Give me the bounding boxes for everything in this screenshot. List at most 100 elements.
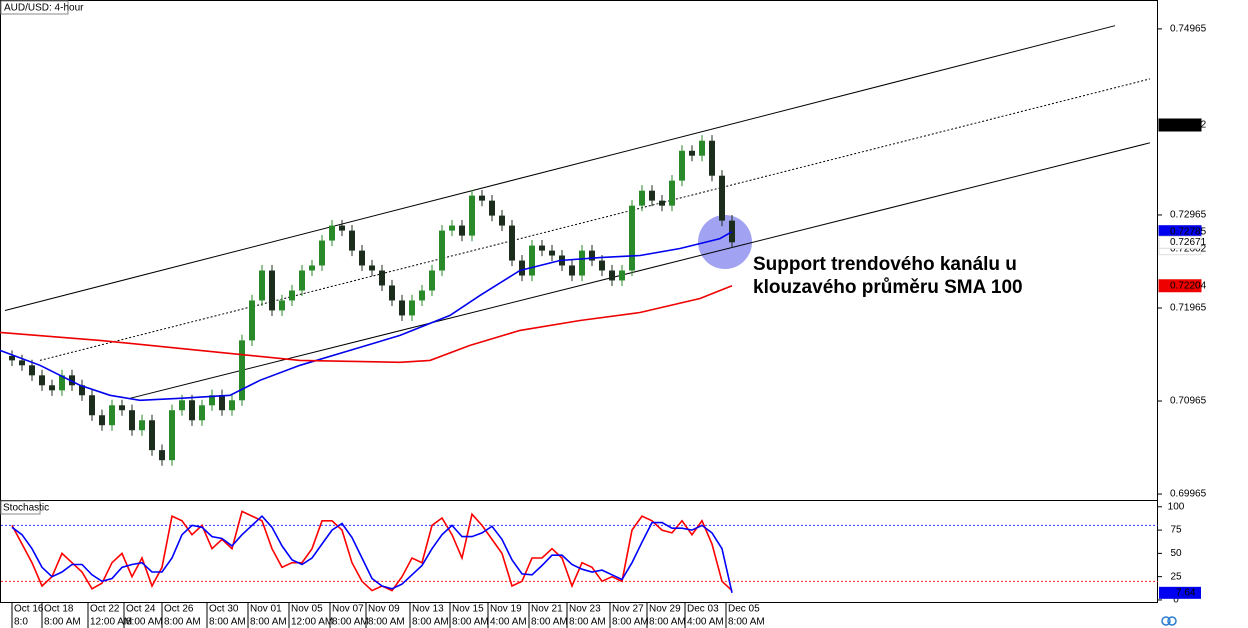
x-tick-time: 8:00 AM bbox=[452, 617, 489, 628]
stochastic-title-box bbox=[0, 500, 41, 515]
x-tick-label: Nov 23 bbox=[569, 604, 601, 615]
candle-body bbox=[309, 265, 315, 271]
x-tick-label: Oct 24 bbox=[126, 604, 156, 615]
x-tick-label: Oct 30 bbox=[209, 604, 239, 615]
y-tick-label: 0.71965 bbox=[1170, 303, 1207, 314]
channel-line bbox=[4, 25, 1116, 311]
candle-body bbox=[239, 340, 245, 401]
x-tick-time: 4:00 AM bbox=[687, 617, 724, 628]
candle-body bbox=[689, 150, 695, 156]
chart-title: AUD/USD: 4-hour bbox=[4, 3, 84, 14]
candle-body bbox=[519, 260, 525, 276]
candle-body bbox=[229, 400, 235, 411]
candle-body bbox=[479, 195, 485, 201]
logo bbox=[1161, 616, 1177, 626]
candle-body bbox=[579, 250, 585, 276]
candle-body bbox=[99, 415, 105, 426]
title-box bbox=[0, 0, 69, 15]
candle-body bbox=[509, 225, 515, 261]
candle-body bbox=[249, 300, 255, 341]
candle-body bbox=[219, 395, 225, 411]
x-tick-label: Nov 19 bbox=[490, 604, 522, 615]
candle-body bbox=[639, 190, 645, 206]
x-tick-time: 8:00 AM bbox=[612, 617, 649, 628]
candle-body bbox=[289, 290, 295, 301]
candle-body bbox=[699, 140, 705, 156]
x-tick-label: Dec 05 bbox=[728, 604, 760, 615]
candle-body bbox=[399, 300, 405, 316]
candle-body bbox=[459, 225, 465, 236]
x-tick-time: 8:00 AM bbox=[368, 617, 405, 628]
candle-body bbox=[539, 245, 545, 251]
candle-body bbox=[89, 395, 95, 416]
candle-body bbox=[599, 260, 605, 271]
moving-average bbox=[0, 231, 733, 402]
candle-body bbox=[349, 230, 355, 251]
x-tick-label: Oct 22 bbox=[90, 604, 120, 615]
x-tick-time: 8:00 AM bbox=[649, 617, 686, 628]
x-tick-time: 8:00 AM bbox=[164, 617, 201, 628]
candle-body bbox=[609, 270, 615, 281]
candle-body bbox=[409, 300, 415, 316]
price-label: 0.72671 bbox=[1170, 237, 1207, 248]
candle-body bbox=[119, 405, 125, 411]
price-label-box bbox=[1158, 279, 1202, 293]
candle-body bbox=[629, 205, 635, 271]
x-tick-label: Dec 03 bbox=[687, 604, 719, 615]
y-tick-label: 50 bbox=[1170, 548, 1182, 559]
annotation: klouzavého průměru SMA 100 bbox=[753, 277, 1023, 298]
y-tick-label: 0 bbox=[1173, 595, 1179, 606]
candle-body bbox=[619, 270, 625, 281]
x-tick-label: Nov 01 bbox=[250, 604, 282, 615]
x-tick-time: 8:00 AM bbox=[412, 617, 449, 628]
candle-body bbox=[529, 245, 535, 276]
candle-body bbox=[259, 270, 265, 301]
candle-body bbox=[389, 285, 395, 301]
candle-body bbox=[339, 225, 345, 231]
candle-body bbox=[549, 250, 555, 256]
y-tick-label: 25 bbox=[1170, 571, 1182, 582]
x-tick-time: 12:00 AM bbox=[90, 617, 132, 628]
x-tick-time: 12:00 AM bbox=[291, 617, 333, 628]
x-tick-label: Nov 09 bbox=[368, 604, 400, 615]
x-tick-label: Nov 15 bbox=[452, 604, 484, 615]
candle-body bbox=[109, 405, 115, 426]
stochastic-title: Stochastic bbox=[3, 503, 49, 514]
candle-body bbox=[429, 270, 435, 291]
candle-body bbox=[69, 375, 75, 386]
candle-body bbox=[709, 140, 715, 176]
candle-body bbox=[469, 195, 475, 236]
candle-body bbox=[319, 240, 325, 266]
current-label-box bbox=[1159, 586, 1201, 599]
candle-body bbox=[649, 190, 655, 201]
x-tick-label: Nov 29 bbox=[649, 604, 681, 615]
x-tick-label: Oct 16 bbox=[14, 604, 44, 615]
y-tick-label: 0.74965 bbox=[1170, 24, 1207, 35]
y-tick-label: 0.72965 bbox=[1170, 210, 1207, 221]
candle-body bbox=[329, 225, 335, 241]
y-tick-label: 100 bbox=[1168, 501, 1185, 512]
y-tick-label: 0.69965 bbox=[1170, 489, 1207, 500]
annotation: Support trendového kanálu u bbox=[753, 254, 1017, 275]
candle-body bbox=[659, 200, 665, 206]
candle-body bbox=[379, 270, 385, 286]
price-label: 0.72785 bbox=[1170, 226, 1207, 237]
candle-body bbox=[589, 250, 595, 261]
candle-body bbox=[669, 180, 675, 206]
x-tick-time: 4:00 AM bbox=[490, 617, 527, 628]
x-tick-label: Nov 05 bbox=[291, 604, 323, 615]
x-tick-time: 8:00 AM bbox=[250, 617, 287, 628]
candle-body bbox=[679, 150, 685, 181]
candle-body bbox=[49, 385, 55, 391]
candle-body bbox=[9, 355, 15, 361]
x-tick-label: Nov 27 bbox=[612, 604, 644, 615]
x-tick-label: Nov 21 bbox=[531, 604, 563, 615]
y-tick-label: 0.70965 bbox=[1170, 396, 1207, 407]
moving-average bbox=[0, 285, 733, 364]
x-tick-label: Nov 07 bbox=[332, 604, 364, 615]
x-tick-label: Oct 18 bbox=[44, 604, 74, 615]
candle-body bbox=[39, 375, 45, 386]
candle-body bbox=[439, 230, 445, 271]
x-tick-time: 8:00 AM bbox=[44, 617, 81, 628]
